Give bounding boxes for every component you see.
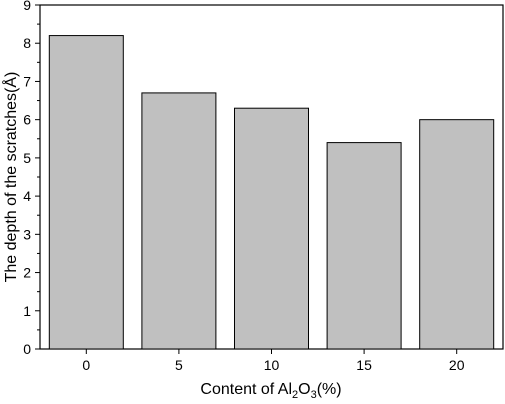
x-axis-label-mid: O [298, 381, 310, 398]
y-tick-label-1: 1 [23, 303, 31, 319]
x-tick-label-5: 5 [175, 357, 183, 373]
y-tick-label-5: 5 [23, 150, 31, 166]
y-tick-label-4: 4 [23, 188, 31, 204]
bar-20 [419, 119, 495, 350]
bar-15 [326, 142, 402, 350]
y-tick-label-2: 2 [23, 265, 31, 281]
x-tick-label-0: 0 [82, 357, 90, 373]
x-axis-label-subscript-2: 3 [311, 389, 317, 401]
bar-10 [234, 107, 309, 350]
bar-0 [48, 35, 124, 350]
y-tick-label-8: 8 [23, 35, 31, 51]
y-tick-label-3: 3 [23, 226, 31, 242]
x-axis-ticks: 0 5 10 15 20 [82, 349, 465, 373]
y-axis-ticks: 0 1 2 3 4 5 6 7 8 9 [23, 0, 40, 357]
y-axis-label: The depth of the scratches(Å) [1, 72, 20, 283]
y-tick-label-9: 9 [23, 0, 31, 13]
x-axis-label: Content of Al2O3(%) [200, 381, 341, 401]
bars-group [48, 35, 495, 350]
x-tick-label-10: 10 [264, 357, 280, 373]
y-tick-label-0: 0 [23, 341, 31, 357]
y-tick-label-7: 7 [23, 73, 31, 89]
bar-5 [141, 92, 217, 350]
x-axis-label-prefix: Content of Al [200, 381, 292, 398]
x-tick-label-15: 15 [356, 357, 372, 373]
x-tick-label-20: 20 [449, 357, 465, 373]
y-tick-label-6: 6 [23, 112, 31, 128]
x-axis-label-subscript-1: 2 [292, 389, 298, 401]
x-axis-label-suffix: (%) [317, 381, 342, 398]
